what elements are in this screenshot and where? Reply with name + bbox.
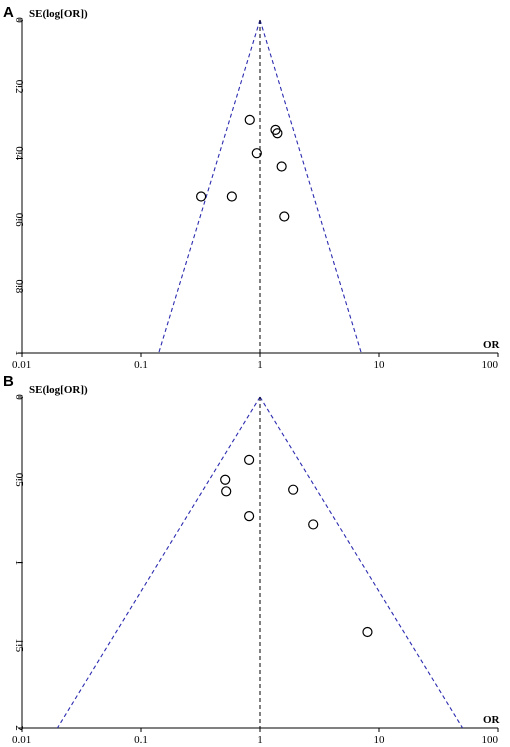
panel-b-funnel-right-line: [259, 396, 464, 729]
panel-b-y-tick-label: 0: [13, 394, 25, 400]
panel-a-study-point: [244, 114, 255, 126]
panel-b-study-point: [362, 626, 373, 638]
panel-a-study-point: [276, 161, 287, 172]
panel-b-x-tick-label: 1: [257, 734, 263, 746]
panel-a-y-tick-label: 0.4: [13, 146, 25, 160]
panel-b-study-point: [221, 486, 232, 497]
panel-a-y-tick-label: 1: [13, 350, 25, 356]
panel-b-x-tick-label: 0.01: [12, 734, 31, 746]
panel-a-y-tick-label: 0.6: [13, 213, 25, 227]
panel-b-study-point: [220, 474, 231, 485]
panel-a-study-point: [279, 211, 290, 222]
panel-a-label: A: [3, 4, 14, 21]
panel-b-y-tick-label: 0.5: [13, 473, 25, 487]
panel-a-x-tick-label: 100: [482, 359, 499, 371]
panel-b-label: B: [3, 373, 14, 390]
panel-a-study-point: [226, 191, 237, 202]
panel-a: A SE(log[OR]) OR 0.01 0.1 1 10 100 0 0.2 0.4 0.6…: [3, 4, 501, 371]
panel-b-marks: 0.01 0.1 1 10 100 0 0.5 1 1.5 2: [12, 394, 499, 746]
panel-b-x-tick-label: 10: [374, 734, 386, 746]
panel-a-x-tick-label: 0.01: [12, 359, 31, 371]
panel-b-y-tick-label: 2: [13, 725, 25, 731]
panel-a-y-tick-label: 0.8: [13, 280, 25, 294]
panel-b-study-point: [244, 454, 255, 465]
panel-b-study-point: [244, 511, 255, 522]
panel-a-study-point: [251, 148, 262, 159]
panel-a-x-axis-title: OR: [483, 339, 501, 351]
panel-b-y-tick-label: 1: [13, 560, 25, 566]
panel-a-marks: 0.01 0.1 1 10 100 0 0.2 0.4 0.6 0.8 1: [12, 17, 499, 371]
panel-a-funnel-left-line: [158, 19, 261, 354]
panel-b-study-point: [288, 484, 299, 495]
panel-a-x-tick-label: 1: [257, 359, 263, 371]
panel-b: B SE(log[OR]) OR 0.01 0.1 1 10 100 0 0.5 1 1.5 2: [3, 373, 501, 746]
panel-b-study-point: [308, 519, 319, 530]
panel-a-x-tick-label: 0.1: [134, 359, 148, 371]
panel-b-funnel-left-line: [56, 396, 261, 729]
panel-b-y-axis-title: SE(log[OR]): [29, 384, 88, 396]
panel-a-study-point: [272, 128, 283, 139]
panel-a-study-point: [196, 191, 207, 202]
panel-b-x-tick-label: 100: [482, 734, 499, 746]
panel-a-x-tick-label: 10: [374, 359, 386, 371]
panel-a-y-axis-title: SE(log[OR]): [29, 8, 88, 20]
panel-a-funnel-right-line: [259, 19, 362, 354]
panel-b-y-tick-label: 1.5: [13, 638, 25, 652]
panel-a-y-tick-label: 0.2: [13, 80, 25, 94]
panel-b-x-tick-label: 0.1: [134, 734, 148, 746]
panel-a-y-tick-label: 0: [13, 17, 25, 23]
panel-b-x-axis-title: OR: [483, 714, 501, 726]
